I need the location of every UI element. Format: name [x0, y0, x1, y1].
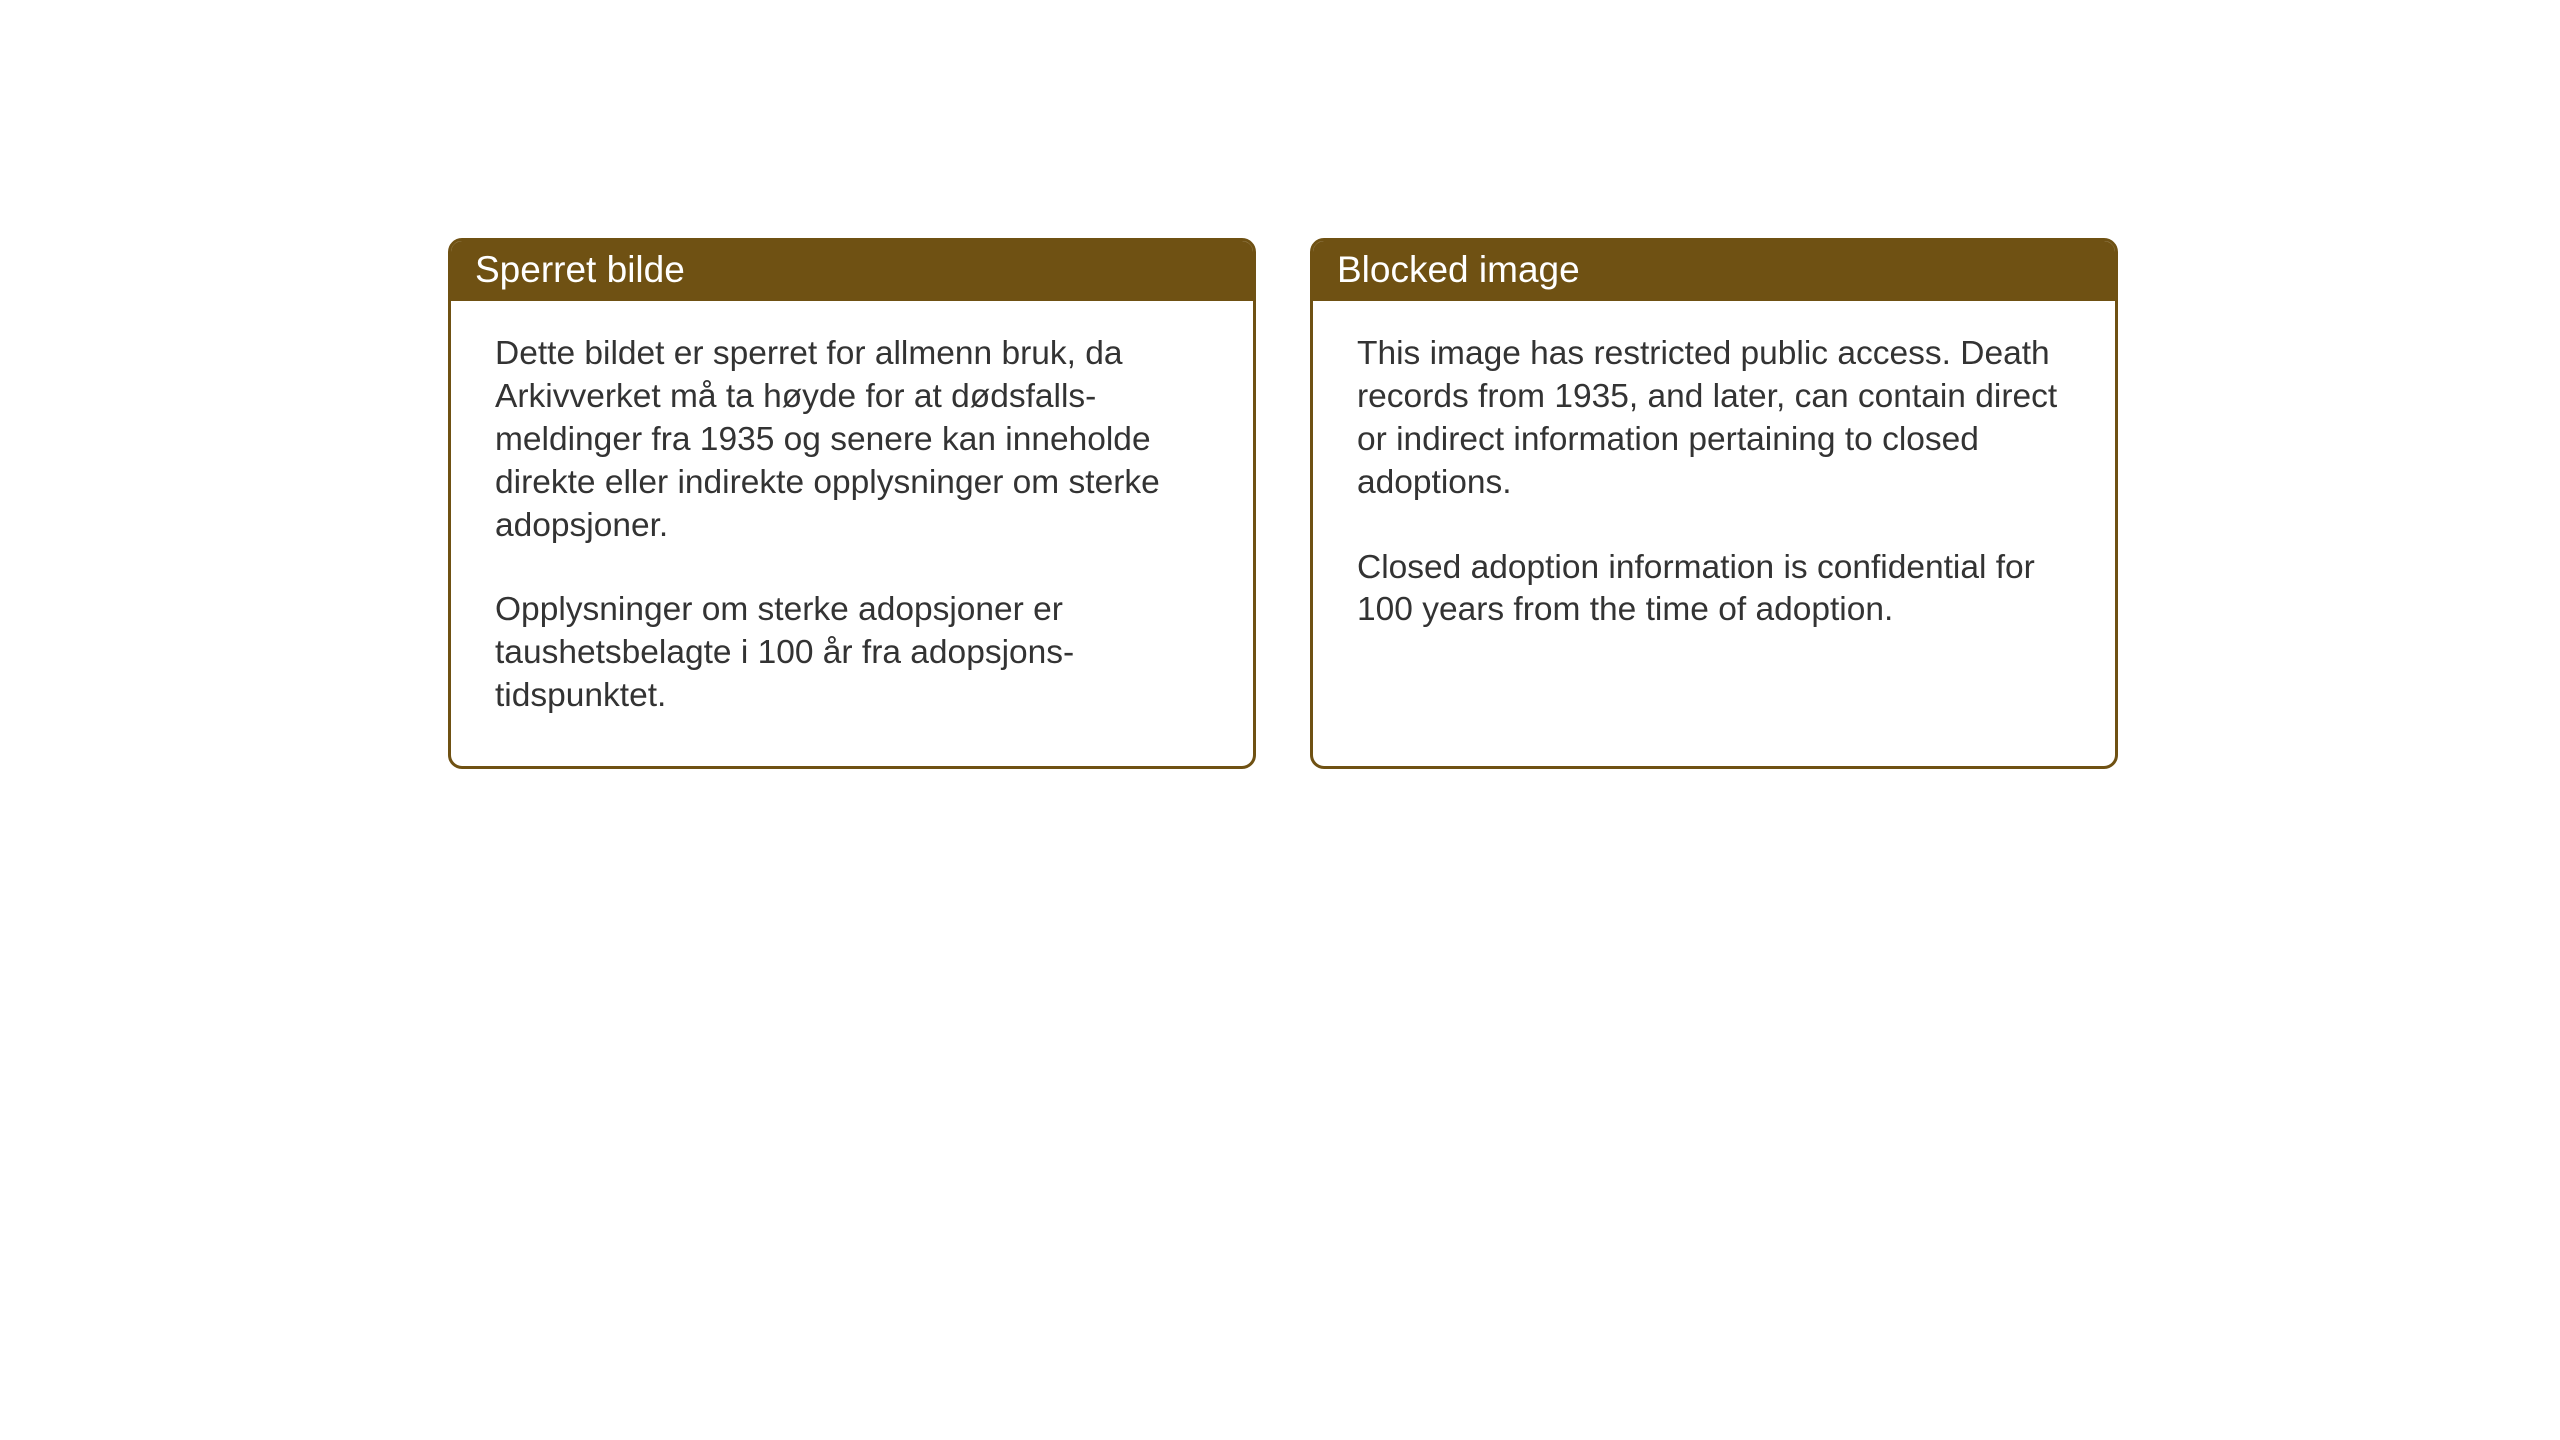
- notice-card-english: Blocked image This image has restricted …: [1310, 238, 2118, 769]
- notice-container: Sperret bilde Dette bildet er sperret fo…: [448, 238, 2560, 769]
- notice-header-norwegian: Sperret bilde: [451, 241, 1253, 301]
- notice-paragraph: This image has restricted public access.…: [1357, 333, 2071, 505]
- notice-paragraph: Dette bildet er sperret for allmenn bruk…: [495, 333, 1209, 547]
- notice-paragraph: Closed adoption information is confident…: [1357, 547, 2071, 633]
- notice-header-english: Blocked image: [1313, 241, 2115, 301]
- notice-body-norwegian: Dette bildet er sperret for allmenn bruk…: [451, 301, 1253, 766]
- notice-card-norwegian: Sperret bilde Dette bildet er sperret fo…: [448, 238, 1256, 769]
- notice-body-english: This image has restricted public access.…: [1313, 301, 2115, 766]
- notice-paragraph: Opplysninger om sterke adopsjoner er tau…: [495, 589, 1209, 718]
